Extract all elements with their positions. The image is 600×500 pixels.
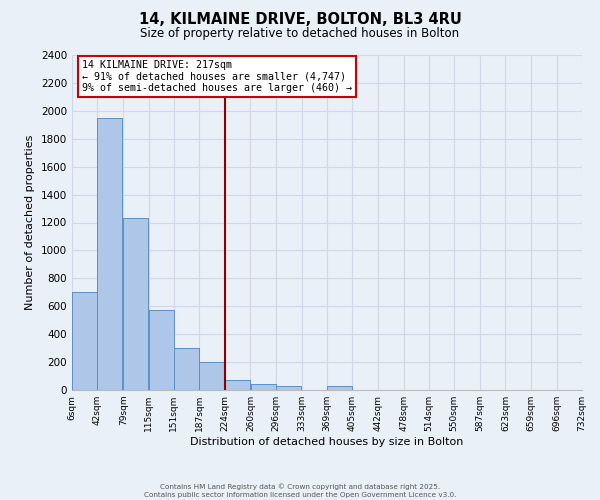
Bar [251,384,275,390]
Text: Contains HM Land Registry data © Crown copyright and database right 2025.
Contai: Contains HM Land Registry data © Crown c… [144,484,456,498]
Y-axis label: Number of detached properties: Number of detached properties [25,135,35,310]
Bar [199,362,224,390]
Bar [327,386,352,390]
Bar [97,118,122,390]
Bar [72,292,97,390]
Bar [149,310,173,390]
Bar [226,380,250,390]
Text: Size of property relative to detached houses in Bolton: Size of property relative to detached ho… [140,28,460,40]
Text: 14, KILMAINE DRIVE, BOLTON, BL3 4RU: 14, KILMAINE DRIVE, BOLTON, BL3 4RU [139,12,461,28]
Bar [276,386,301,390]
Bar [124,218,148,390]
Text: 14 KILMAINE DRIVE: 217sqm
← 91% of detached houses are smaller (4,747)
9% of sem: 14 KILMAINE DRIVE: 217sqm ← 91% of detac… [82,60,352,93]
Bar [174,348,199,390]
X-axis label: Distribution of detached houses by size in Bolton: Distribution of detached houses by size … [190,437,464,447]
